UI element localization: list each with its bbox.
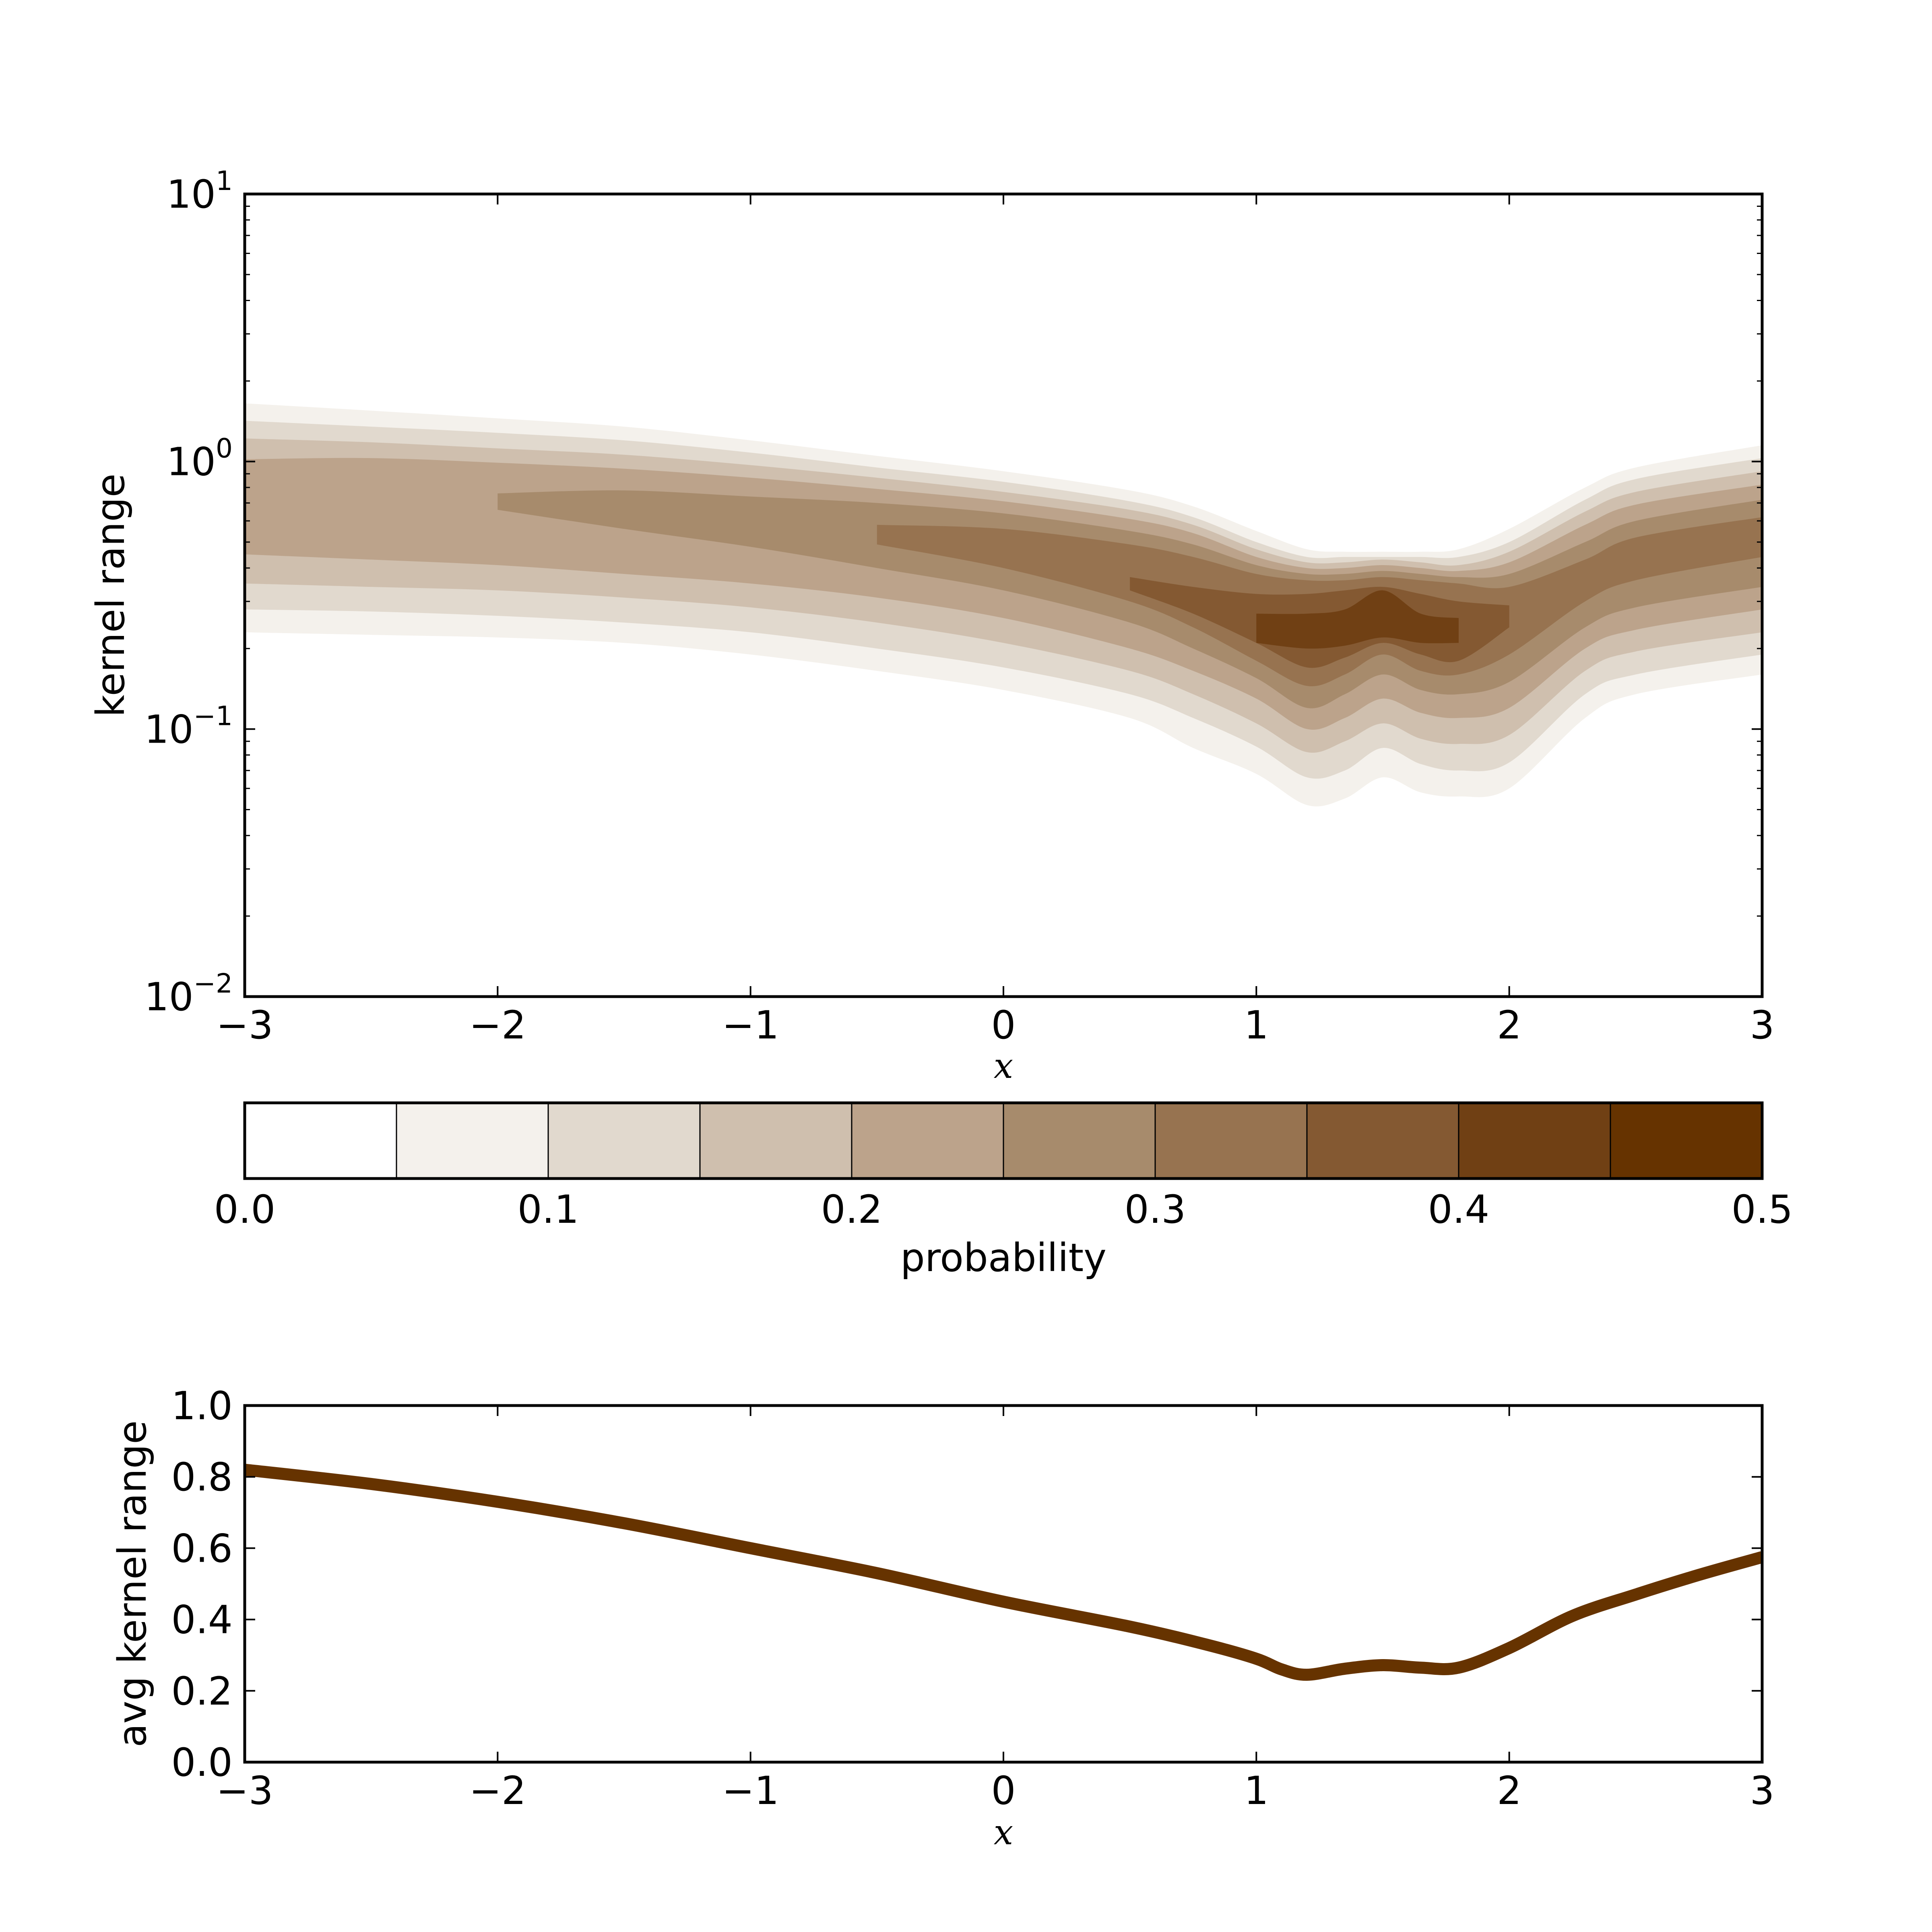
colorbar-cell — [852, 1103, 1004, 1179]
y-tick-label: 10−2 — [144, 968, 233, 1020]
colorbar-label: probability — [900, 1235, 1106, 1280]
x-tick-label: 2 — [1497, 1768, 1521, 1813]
y-tick-label: 1.0 — [171, 1383, 233, 1428]
colorbar-frame — [243, 1101, 1764, 1180]
line-x-tick-labels: −3 −2 −1 0 1 2 3 — [216, 1768, 1774, 1813]
x-tick-label: −3 — [216, 1003, 273, 1048]
colorbar-cell — [548, 1103, 700, 1179]
y-tick-label: 10−1 — [144, 700, 233, 752]
y-tick-base: 10 — [144, 707, 194, 752]
y-tick-base: 10 — [144, 974, 194, 1020]
colorbar-tick-label: 0.5 — [1732, 1187, 1793, 1232]
colorbar-tick-label: 0.3 — [1125, 1187, 1186, 1232]
contour-y-axis-label: kernel range — [88, 473, 133, 717]
colorbar-cell — [1003, 1103, 1156, 1179]
x-tick-label: −1 — [722, 1003, 779, 1048]
line-y-tick-labels: 0.0 0.2 0.4 0.6 0.8 1.0 — [171, 1383, 233, 1785]
colorbar-cell — [396, 1103, 549, 1179]
contour-x-axis-label: x — [994, 1046, 1013, 1086]
colorbar-cell — [1307, 1103, 1459, 1179]
y-tick-label: 0.4 — [171, 1598, 233, 1643]
x-tick-label: 1 — [1244, 1003, 1269, 1048]
colorbar-tick-labels: 0.0 0.1 0.2 0.3 0.4 0.5 — [214, 1187, 1793, 1232]
y-tick-base: 10 — [167, 440, 216, 485]
y-tick-label: 100 — [167, 433, 233, 485]
colorbar-cell — [700, 1103, 852, 1179]
colorbar-cell — [1459, 1103, 1611, 1179]
colorbar: 0.0 0.1 0.2 0.3 0.4 0.5 probability — [214, 1101, 1793, 1280]
x-tick-label: 3 — [1750, 1768, 1774, 1813]
x-tick-label: −1 — [722, 1768, 779, 1813]
line-series — [245, 1463, 1762, 1681]
y-tick-label: 101 — [167, 165, 233, 217]
x-tick-label: 0 — [991, 1768, 1016, 1813]
contour-bands — [245, 403, 1762, 807]
y-tick-label: 0.6 — [171, 1526, 233, 1571]
y-tick-exponent: 0 — [216, 433, 233, 464]
colorbar-tick-label: 0.4 — [1428, 1187, 1490, 1232]
y-tick-base: 10 — [167, 172, 216, 217]
colorbar-cell — [245, 1103, 397, 1179]
contour-band-0.4 — [1256, 590, 1459, 649]
line-y-axis-label: avg kernel range — [110, 1420, 155, 1747]
contour-x-tick-labels: −3 −2 −1 0 1 2 3 — [216, 1003, 1774, 1048]
y-tick-exponent: −1 — [194, 700, 233, 731]
colorbar-tick-label: 0.2 — [821, 1187, 883, 1232]
x-tick-label: 2 — [1497, 1003, 1521, 1048]
y-tick-label: 0.8 — [171, 1455, 233, 1500]
contour-axes-frame — [243, 192, 1764, 998]
colorbar-tick-label: 0.0 — [214, 1187, 276, 1232]
line-panel: −3 −2 −1 0 1 2 3 0.0 0.2 0.4 0.6 0.8 1.0 x avg kern… — [110, 1383, 1775, 1853]
x-tick-label: 1 — [1244, 1768, 1269, 1813]
line-axes-frame — [243, 1404, 1764, 1764]
colorbar-cell — [1610, 1103, 1763, 1179]
colorbar-tick-label: 0.1 — [518, 1187, 579, 1232]
y-tick-label: 0.2 — [171, 1669, 233, 1714]
colorbar-cells — [245, 1103, 1763, 1179]
x-tick-label: 0 — [991, 1003, 1016, 1048]
x-tick-label: −2 — [469, 1768, 526, 1813]
line-x-axis-label: x — [994, 1812, 1013, 1853]
avg-kernel-range-line — [245, 1463, 1762, 1681]
y-tick-label: 0.0 — [171, 1740, 233, 1785]
x-tick-label: −3 — [216, 1768, 273, 1813]
colorbar-cell — [1155, 1103, 1307, 1179]
y-tick-exponent: −2 — [194, 968, 233, 999]
x-tick-label: −2 — [469, 1003, 526, 1048]
y-tick-exponent: 1 — [216, 165, 233, 196]
x-tick-label: 3 — [1750, 1003, 1774, 1048]
